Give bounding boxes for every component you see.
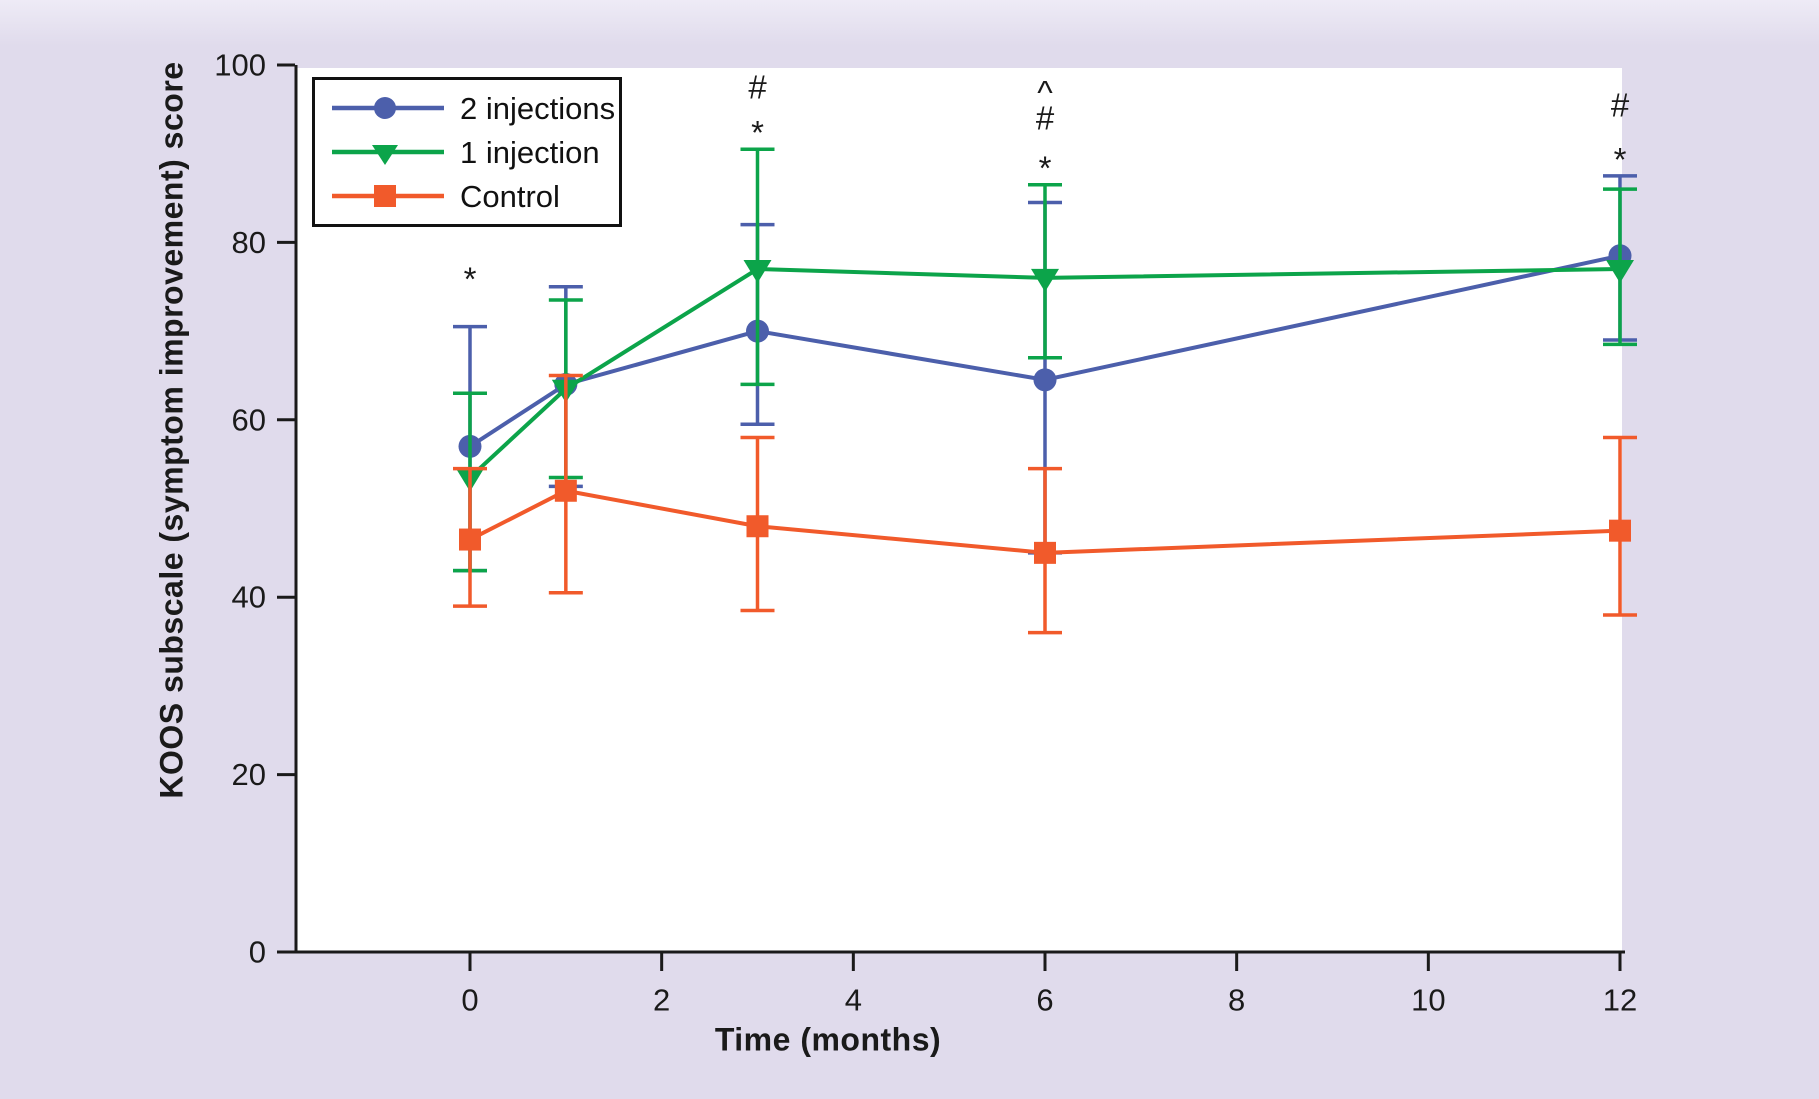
data-point-triangle (1031, 268, 1059, 292)
significance-marker: # (1611, 86, 1630, 123)
axes (294, 65, 1625, 954)
x-tick-label: 10 (1411, 983, 1445, 1018)
x-tick-label: 8 (1228, 983, 1245, 1018)
legend-item-1-injection: 1 injection (329, 137, 619, 168)
square-icon (374, 185, 396, 207)
legend-label: 2 injections (460, 90, 616, 126)
legend-marker-triangle-icon (332, 145, 444, 165)
y-tick-label: 40 (232, 580, 266, 615)
circle-icon (374, 97, 396, 119)
x-tick-label: 0 (461, 983, 478, 1018)
x-axis-title: Time (months) (714, 1021, 942, 1058)
significance-marker: * (751, 114, 764, 151)
y-tick-label: 80 (232, 225, 266, 260)
data-point-square (554, 479, 577, 502)
legend-label: 1 injection (460, 134, 600, 170)
legend-item-control: Control (329, 181, 619, 212)
data-point-circle (1033, 368, 1057, 392)
y-tick-label: 20 (232, 757, 266, 792)
significance-marker: ^ (1037, 74, 1053, 111)
data-point-square (459, 528, 481, 551)
x-tick-label: 12 (1603, 983, 1637, 1018)
y-tick-group: 0 20 40 60 80 100 (214, 48, 295, 970)
significance-marker: * (1614, 141, 1627, 178)
data-point-square (1034, 541, 1056, 564)
y-axis-title: KOOS subscale (symptom improvement) scor… (153, 61, 190, 799)
data-point-square (1609, 519, 1631, 542)
legend-marker-circle-icon (332, 97, 444, 119)
y-tick-label: 100 (214, 48, 266, 83)
triangle-down-icon (372, 145, 398, 165)
data-point-triangle (1606, 260, 1634, 284)
x-tick-label: 2 (653, 983, 670, 1018)
annotations: *#*^#*#* (464, 69, 1630, 298)
x-tick-label: 6 (1036, 983, 1053, 1018)
series-control (453, 373, 1637, 635)
y-tick-label: 60 (232, 402, 266, 437)
data-point-square (746, 515, 769, 538)
significance-marker: # (748, 69, 767, 106)
legend-marker-square-icon (332, 185, 444, 207)
x-tick-label: 4 (845, 983, 862, 1018)
significance-marker: * (464, 261, 477, 298)
legend: 2 injections 1 injection Control (312, 77, 622, 227)
legend-item-2-injections: 2 injections (329, 93, 619, 124)
y-tick-label: 0 (249, 935, 266, 970)
x-tick-group: 0 2 4 6 8 10 12 (461, 953, 1637, 1018)
significance-marker: * (1039, 150, 1052, 187)
data-point-triangle (743, 260, 772, 284)
legend-label: Control (460, 178, 560, 214)
significance-marker: # (1036, 100, 1055, 137)
